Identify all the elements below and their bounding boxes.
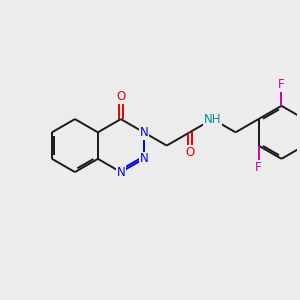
Text: O: O — [116, 90, 125, 103]
Text: F: F — [278, 78, 285, 91]
Text: N: N — [116, 166, 125, 178]
Text: O: O — [185, 146, 194, 159]
Text: F: F — [255, 160, 262, 174]
Text: N: N — [140, 126, 148, 139]
Text: N: N — [140, 152, 148, 165]
Text: NH: NH — [204, 112, 221, 126]
